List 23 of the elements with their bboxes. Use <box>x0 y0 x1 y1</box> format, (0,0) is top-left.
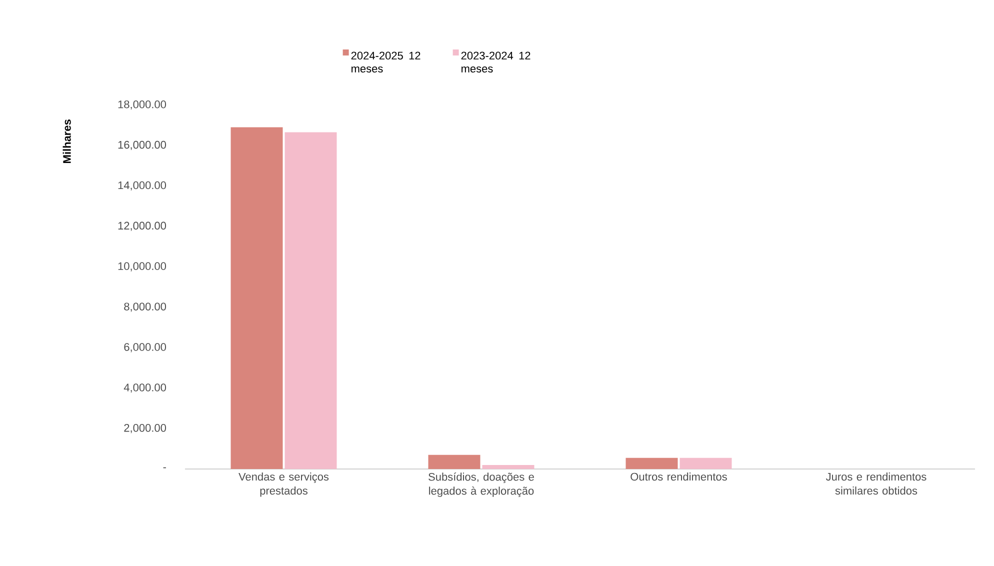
bar <box>284 132 337 469</box>
y-tick-label: 2,000.00 <box>124 424 166 434</box>
legend-label: 2024-2025 12 meses <box>351 52 420 73</box>
bar <box>230 127 283 469</box>
x-tick-label: Vendas e serviços prestados <box>238 472 329 497</box>
y-tick-label: 10,000.00 <box>118 262 166 272</box>
y-tick-label: 4,000.00 <box>124 384 166 393</box>
y-tick-label: 18,000.00 <box>118 100 166 110</box>
bar <box>680 458 732 469</box>
bar <box>482 464 534 469</box>
y-tick-label: - <box>163 467 166 468</box>
y-tick-label: 8,000.00 <box>124 302 166 312</box>
y-tick-label: 16,000.00 <box>118 140 166 150</box>
x-tick-label: Subsídios, doações e legados à exploração <box>428 472 534 497</box>
x-tick-label: Juros e rendimentos similares obtidos <box>826 472 926 495</box>
bar <box>626 458 678 469</box>
x-tick-label: Outros rendimentos <box>630 472 727 481</box>
y-tick-label: 6,000.00 <box>124 343 166 352</box>
y-tick-label: 14,000.00 <box>118 181 166 190</box>
bar <box>428 454 480 469</box>
y-axis-title: Milhares <box>62 120 71 163</box>
y-tick-label: 12,000.00 <box>118 222 166 231</box>
legend-label: 2023-2024 12 meses <box>461 52 530 73</box>
